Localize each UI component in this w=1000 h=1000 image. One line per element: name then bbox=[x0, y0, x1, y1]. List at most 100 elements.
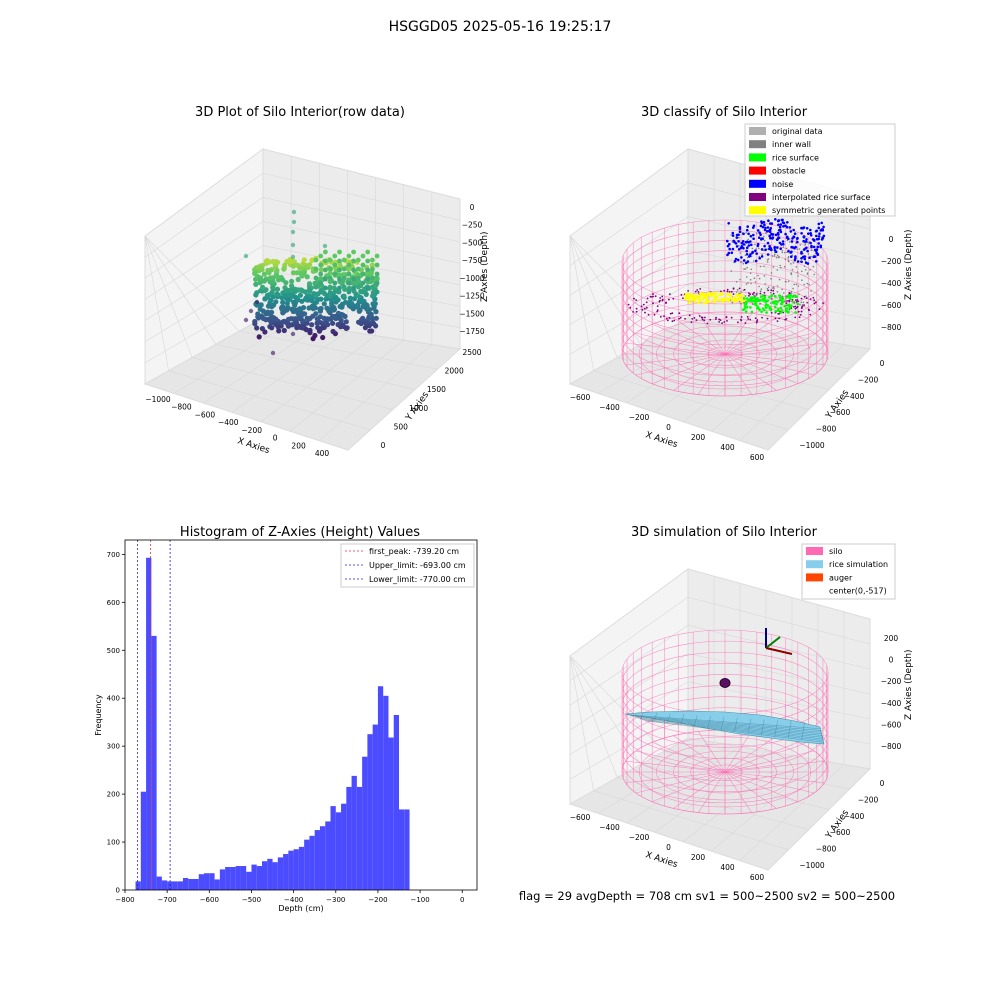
histogram-bar bbox=[330, 806, 336, 890]
panel4-auger-and-axes-marker bbox=[719, 628, 793, 688]
noise-point bbox=[800, 257, 803, 260]
raw-point-column bbox=[332, 262, 338, 268]
panel2-z-tick-0: 0 bbox=[889, 235, 894, 244]
gridline bbox=[144, 235, 169, 371]
panel4-y-tick-0: 0 bbox=[880, 779, 885, 788]
axis-marker-x bbox=[765, 647, 793, 655]
noise-point bbox=[734, 242, 738, 245]
raw-point bbox=[261, 278, 267, 284]
raw-point bbox=[267, 279, 273, 285]
interpolated-point bbox=[635, 310, 638, 313]
raw-point bbox=[363, 320, 369, 326]
panel4-z-label: Z Axies (Depth) bbox=[904, 649, 914, 720]
panel1-y-tick-0: 0 bbox=[381, 441, 386, 450]
raw-point bbox=[253, 281, 259, 287]
panel1-x-tick-1: −800 bbox=[171, 403, 192, 412]
inner-wall-point bbox=[791, 269, 794, 271]
interpolated-point bbox=[813, 302, 816, 305]
interpolated-point bbox=[795, 299, 797, 301]
interpolated-point bbox=[656, 305, 659, 307]
gridline bbox=[569, 655, 642, 765]
symmetric-point bbox=[726, 292, 729, 296]
rice-surface-point bbox=[750, 310, 754, 314]
axis-marker-y bbox=[765, 636, 781, 649]
panel1-x-tick-0: −1000 bbox=[145, 395, 171, 404]
silo-floor-spoke bbox=[673, 353, 726, 391]
interpolated-point bbox=[772, 289, 775, 292]
panel4-y-ticks: 0−200 −400 −600 −800 −1000 bbox=[799, 779, 884, 870]
raw-point bbox=[275, 324, 281, 330]
raw-point bbox=[263, 258, 269, 264]
interpolated-point bbox=[740, 316, 743, 318]
noise-point bbox=[737, 240, 740, 243]
inner-wall-point bbox=[755, 294, 758, 297]
panel4-y-tick-5: −1000 bbox=[799, 861, 825, 870]
interpolated-point bbox=[782, 311, 785, 314]
interpolated-point bbox=[785, 302, 788, 304]
inner-wall-point bbox=[747, 238, 749, 241]
raw-point bbox=[336, 289, 342, 295]
silo-floor-spoke bbox=[724, 313, 752, 355]
legend-label-6: symmetric generated points bbox=[772, 206, 885, 215]
noise-point bbox=[752, 224, 756, 228]
rice-surface-point bbox=[765, 311, 768, 314]
silo-floor-spoke bbox=[625, 771, 726, 784]
legend-swatch-1 bbox=[749, 140, 766, 149]
status-footer: flag = 29 avgDepth = 708 cm sv1 = 500~25… bbox=[519, 889, 895, 903]
raw-point bbox=[321, 301, 327, 307]
inner-wall-point bbox=[809, 269, 811, 271]
symmetric-point bbox=[733, 296, 737, 300]
raw-point bbox=[371, 321, 377, 327]
inner-wall-point bbox=[813, 273, 815, 276]
raw-point-column bbox=[360, 262, 366, 268]
noise-point bbox=[793, 232, 797, 235]
gridline bbox=[598, 322, 715, 394]
raw-point-column bbox=[374, 271, 380, 277]
noise-point bbox=[756, 229, 760, 232]
x-tick-label-0: −800 bbox=[115, 896, 134, 904]
interpolated-point bbox=[672, 297, 675, 300]
inner-wall-point bbox=[731, 301, 734, 304]
interpolated-point bbox=[679, 316, 682, 319]
histogram-bar bbox=[161, 880, 168, 890]
symmetric-point bbox=[692, 296, 695, 299]
rice-surface-point bbox=[773, 305, 777, 309]
symmetric-point bbox=[727, 299, 731, 303]
noise-point bbox=[782, 225, 785, 228]
rice-surface-point bbox=[745, 297, 749, 300]
panel1-y-tick-5: 2500 bbox=[462, 348, 481, 357]
gridline bbox=[682, 755, 793, 842]
inner-wall-point bbox=[782, 246, 785, 248]
rice-mesh-line bbox=[639, 718, 823, 738]
raw-point bbox=[283, 280, 289, 286]
gridline bbox=[569, 655, 665, 752]
interpolated-point bbox=[690, 321, 693, 324]
raw-point bbox=[268, 297, 274, 303]
rice-surface-point bbox=[776, 309, 780, 312]
rice-mesh-line bbox=[801, 722, 805, 741]
interpolated-point bbox=[671, 320, 674, 323]
panel4-y-tick-3: −600 bbox=[830, 828, 851, 837]
noise-point bbox=[774, 233, 778, 237]
noise-point bbox=[784, 224, 787, 227]
histogram-bar bbox=[293, 849, 299, 890]
gridline bbox=[173, 322, 292, 394]
raw-point bbox=[281, 306, 287, 312]
raw-point bbox=[331, 285, 337, 291]
raw-point-column bbox=[346, 253, 352, 259]
raw-point bbox=[302, 289, 308, 295]
interpolated-point bbox=[740, 318, 742, 321]
interpolated-point bbox=[738, 287, 741, 290]
inner-wall-point bbox=[797, 285, 800, 287]
gridline bbox=[569, 681, 871, 755]
interpolated-point bbox=[721, 322, 723, 324]
noise-point bbox=[781, 218, 784, 222]
inner-wall-point bbox=[778, 278, 781, 281]
inner-wall-point bbox=[740, 261, 743, 263]
noise-point bbox=[733, 259, 737, 263]
raw-point bbox=[297, 265, 303, 271]
histogram-bar bbox=[267, 858, 273, 890]
raw-point-column bbox=[318, 289, 324, 295]
y-tick-label-2: 200 bbox=[107, 791, 120, 799]
silo-floor-spoke bbox=[673, 735, 726, 773]
